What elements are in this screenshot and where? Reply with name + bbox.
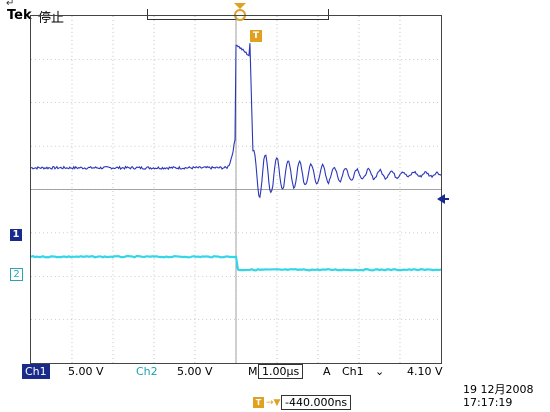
timestamp: 19 12月2008 17:17:19	[463, 383, 534, 409]
trigger-level[interactable]: 4.10 V	[407, 365, 443, 378]
ch2-label[interactable]: Ch2	[136, 365, 158, 378]
acquisition-status: 停止	[38, 11, 65, 26]
ch2-waveform	[31, 254, 441, 272]
ch2-scale[interactable]: 5.00 V	[177, 365, 213, 378]
trigger-mode[interactable]: A	[323, 365, 331, 378]
horizontal-offset-value[interactable]: -440.000ns	[281, 395, 352, 410]
timestamp-date: 19 12月2008	[463, 383, 534, 396]
ch2-ground-marker[interactable]: 2	[10, 268, 23, 281]
timebase-scale[interactable]: 1.00µs	[258, 364, 304, 379]
trigger-source[interactable]: Ch1	[342, 365, 364, 378]
brand-label: Tek	[7, 8, 32, 23]
trigger-time-marker[interactable]: T	[250, 30, 262, 42]
horizontal-position-icon[interactable]: T	[253, 397, 264, 408]
timebase-label: M	[248, 365, 258, 378]
ch1-ground-marker[interactable]: 1	[10, 229, 22, 241]
ch1-label[interactable]: Ch1	[22, 364, 50, 379]
falling-edge-icon[interactable]: ⌄	[375, 365, 385, 378]
ch1-scale[interactable]: 5.00 V	[68, 365, 104, 378]
offset-arrow-icon: →▼	[266, 398, 281, 408]
corner-glyph: ↵	[6, 0, 15, 9]
ch1-waveform	[31, 43, 441, 199]
trigger-level-marker[interactable]	[437, 194, 449, 204]
status-bar: Ch1 5.00 V Ch2 5.00 V M 1.00µs A Ch1 ⌄ 4…	[22, 364, 447, 379]
waveform-display[interactable]	[30, 15, 442, 364]
timestamp-time: 17:17:19	[463, 396, 513, 409]
